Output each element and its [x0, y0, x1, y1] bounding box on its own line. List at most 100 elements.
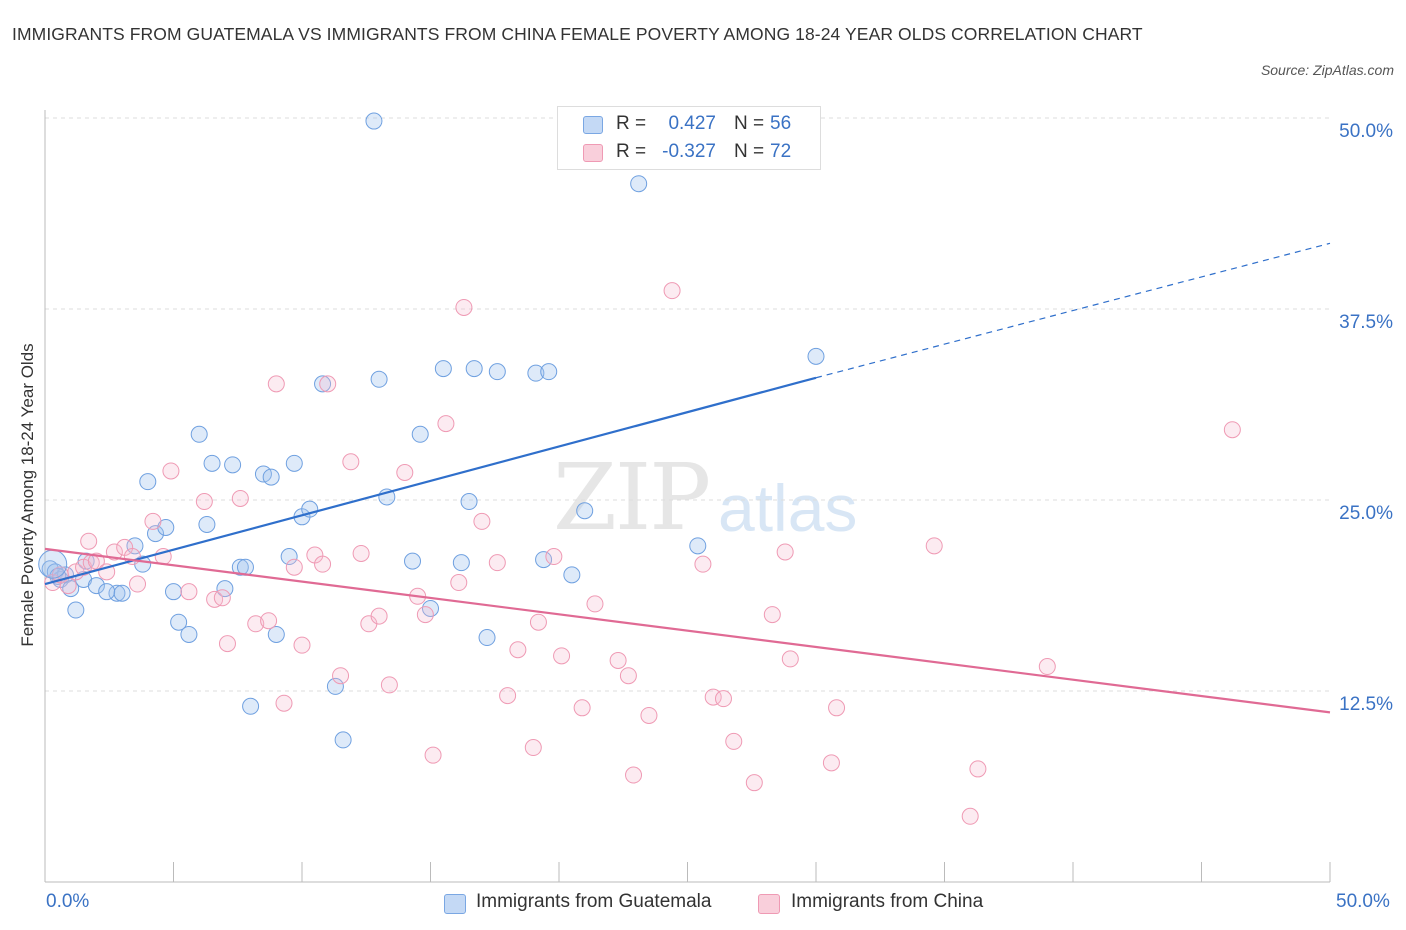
china-point [213, 589, 231, 607]
china-point [573, 699, 591, 717]
china-point [247, 615, 265, 633]
china-swatch-icon [583, 144, 603, 162]
china-point [499, 687, 517, 705]
china-point [714, 690, 732, 708]
guatemala-point [113, 584, 131, 602]
chart-title: IMMIGRANTS FROM GUATEMALA VS IMMIGRANTS … [12, 24, 1143, 44]
guatemala-point [689, 537, 707, 555]
china-point [609, 651, 627, 669]
guatemala-point [434, 360, 452, 378]
guatemala-point [62, 580, 80, 598]
china-point [180, 583, 198, 601]
guatemala-point [807, 347, 825, 365]
guatemala-point [411, 425, 429, 443]
china-point [342, 453, 360, 471]
china-point [969, 760, 987, 778]
china-point [473, 512, 491, 530]
guatemala-point [334, 731, 352, 749]
guatemala-point [460, 493, 478, 511]
guatemala-trend-extension [815, 242, 1331, 379]
china-point [725, 732, 743, 750]
china-point [275, 694, 293, 712]
guatemala-point [314, 375, 332, 393]
guatemala-point [404, 552, 422, 570]
bottom-legend-label: Immigrants from Guatemala [476, 891, 712, 912]
y-axis-label: Female Poverty Among 18-24 Year Olds [18, 343, 37, 647]
china-point [545, 548, 563, 566]
china-point [424, 746, 442, 764]
china-point [260, 612, 278, 630]
china-point [105, 543, 123, 561]
china-point [416, 606, 434, 624]
guatemala-point [465, 360, 483, 378]
china-point [619, 667, 637, 685]
guatemala-point [285, 454, 303, 472]
china-point [1223, 421, 1241, 439]
guatemala-point [535, 551, 553, 569]
y-tick-label-25: 25.0% [1339, 503, 1393, 524]
guatemala-point [98, 583, 116, 601]
china-point [450, 574, 468, 592]
guatemala-point [242, 697, 260, 715]
guatemala-point [190, 425, 208, 443]
legend-r-value: 0.427 [668, 113, 716, 134]
china-point [396, 463, 414, 481]
guatemala-point [67, 601, 85, 619]
legend-r-label: R = [616, 113, 647, 134]
bottom-legend-label: Immigrants from China [791, 891, 984, 912]
china-point [1038, 658, 1056, 676]
legend-row-china: R = -0.327 N = 72 [558, 138, 820, 166]
china-legend-icon [758, 894, 780, 914]
guatemala-point [365, 112, 383, 130]
china-point [80, 532, 98, 550]
guatemala-point [267, 625, 285, 643]
guatemala-point [165, 583, 182, 601]
guatemala-point [452, 554, 470, 572]
guatemala-point [203, 454, 221, 472]
china-point [640, 706, 658, 724]
watermark-atlas: atlas [718, 471, 858, 545]
china-point [509, 641, 527, 659]
y-tick-label-12-5: 12.5% [1339, 694, 1393, 715]
china-trend-line [44, 547, 1331, 714]
guatemala-point [198, 515, 216, 533]
guatemala-swatch-icon [583, 116, 603, 134]
guatemala-point [478, 629, 496, 647]
guatemala-point [139, 473, 157, 491]
legend-r-value: -0.327 [662, 141, 716, 162]
guatemala-legend-icon [444, 894, 466, 914]
guatemala-point [38, 549, 68, 579]
x-tick-label-min: 0.0% [46, 891, 90, 912]
guatemala-point [488, 363, 506, 381]
china-point [763, 606, 781, 624]
guatemala-point [87, 577, 105, 595]
china-point [370, 607, 388, 625]
china-point [455, 298, 473, 316]
china-point [961, 807, 979, 825]
guatemala-trend-line [44, 376, 817, 586]
guatemala-point [527, 364, 545, 382]
china-point [488, 554, 506, 572]
guatemala-point [540, 363, 558, 381]
china-point [267, 375, 285, 393]
china-point [781, 650, 799, 668]
x-tick-label-max: 50.0% [1336, 891, 1390, 912]
china-point [231, 489, 249, 507]
legend-n-label: N = [734, 141, 765, 162]
china-point [437, 415, 455, 433]
guatemala-point [370, 370, 388, 388]
china-point [218, 635, 236, 653]
y-tick-label-50: 50.0% [1339, 121, 1393, 142]
guatemala-point [262, 468, 280, 486]
china-point [314, 555, 332, 573]
guatemala-point [576, 502, 594, 520]
guatemala-point [231, 558, 249, 576]
china-point [529, 613, 547, 631]
watermark-zip: ZIP [553, 444, 711, 551]
china-point [129, 575, 147, 593]
china-point [144, 512, 162, 530]
china-point [828, 699, 846, 717]
china-point [195, 493, 213, 511]
china-point [380, 676, 398, 694]
china-point [352, 544, 370, 562]
